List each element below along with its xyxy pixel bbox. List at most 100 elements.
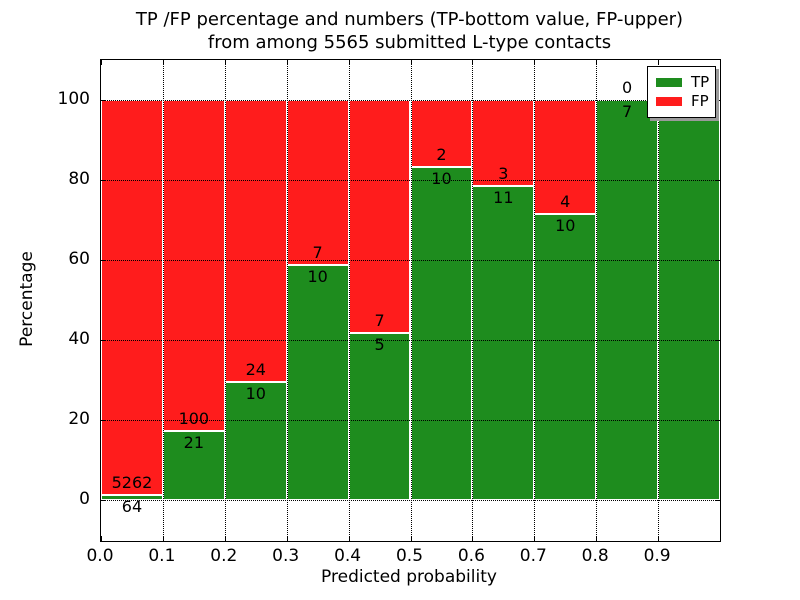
y-tick: [101, 420, 106, 421]
y-tick: [101, 100, 106, 101]
y-tick: [715, 180, 720, 181]
y-tick-label: 60: [68, 249, 90, 269]
x-tick-label: 0.8: [581, 546, 609, 566]
fp-bar-segment: [162, 100, 225, 431]
legend-label-tp: TP: [691, 73, 710, 91]
y-tick: [101, 180, 106, 181]
x-gridline: [410, 60, 412, 541]
chart-title: TP /FP percentage and numbers (TP-bottom…: [100, 8, 719, 54]
tp-bar-segment: [286, 264, 349, 500]
y-tick: [715, 420, 720, 421]
fp-count-label: 100: [178, 408, 210, 428]
x-tick: [162, 536, 164, 541]
fp-count-label: 24: [245, 360, 266, 380]
y-gridline: [101, 500, 720, 501]
legend-item-fp: FP: [656, 92, 709, 111]
fp-bar-segment: [534, 100, 597, 215]
y-tick: [101, 260, 106, 261]
fp-count-label: 2: [436, 144, 447, 164]
y-gridline: [101, 100, 720, 101]
y-gridline: [101, 420, 720, 421]
fp-count-label: 3: [498, 163, 509, 183]
tp-count-label: 64: [121, 497, 143, 517]
x-tick: [410, 60, 412, 65]
x-tick: [472, 60, 474, 65]
y-tick-label: 80: [68, 169, 90, 189]
tp-count-label: 11: [493, 187, 514, 207]
x-tick-label: 0.4: [334, 546, 362, 566]
y-tick-label: 20: [68, 409, 90, 429]
x-gridline: [162, 60, 164, 541]
x-tick: [596, 60, 598, 65]
x-tick-label: 0.5: [395, 546, 424, 566]
y-gridline: [101, 180, 720, 181]
chart-title-line1: TP /FP percentage and numbers (TP-bottom…: [135, 9, 684, 30]
x-tick: [658, 536, 660, 541]
tp-bar-segment: [348, 333, 411, 500]
x-tick-label: 0.0: [86, 546, 114, 566]
x-axis-label: Predicted probability: [321, 567, 497, 587]
legend-label-fp: FP: [691, 92, 709, 110]
x-gridline: [472, 60, 474, 541]
y-tick: [715, 260, 720, 261]
x-tick-label: 0.6: [457, 546, 485, 566]
x-tick: [101, 60, 102, 65]
legend-item-tp: TP: [656, 73, 710, 92]
fp-bar-segment: [286, 100, 349, 265]
tp-bar-segment: [410, 166, 473, 500]
tp-bar-segment: [101, 495, 163, 500]
legend: TP FP: [647, 66, 716, 118]
fp-bar-segment: [410, 100, 473, 167]
x-tick: [534, 536, 536, 541]
tp-bar-segment: [534, 214, 597, 500]
tp-bar-segment: [472, 185, 535, 500]
x-gridline: [534, 60, 536, 541]
x-tick: [162, 60, 164, 65]
fp-count-label: 7: [312, 242, 323, 262]
y-tick: [101, 500, 106, 501]
y-axis-label: Percentage: [17, 251, 37, 347]
tp-count-label: 21: [183, 432, 205, 452]
y-tick: [715, 500, 720, 501]
x-tick: [348, 60, 350, 65]
x-tick-label: 0.9: [643, 546, 671, 566]
y-tick-label: 40: [68, 329, 90, 349]
fp-count-label: 4: [560, 192, 571, 212]
y-tick: [715, 340, 720, 341]
tp-count-label: 7: [622, 102, 633, 121]
x-tick-label: 0.7: [519, 546, 547, 566]
x-tick: [596, 536, 598, 541]
y-tick-label: 0: [79, 489, 90, 509]
x-tick: [101, 536, 102, 541]
x-tick: [658, 60, 660, 65]
y-gridline: [101, 340, 720, 341]
tp-bar-segment: [162, 430, 225, 500]
tp-count-label: 10: [245, 384, 266, 404]
legend-swatch-tp: [656, 78, 682, 87]
tp-count-label: 5: [374, 335, 385, 355]
x-tick: [472, 536, 474, 541]
y-gridline: [101, 260, 720, 261]
x-tick: [224, 60, 226, 65]
x-tick-label: 0.3: [272, 546, 300, 566]
fp-bar-segment: [224, 100, 287, 383]
y-tick: [715, 100, 720, 101]
fp-count-label: 0: [622, 78, 633, 97]
x-tick: [348, 536, 350, 541]
x-tick: [286, 536, 288, 541]
y-tick-label: 100: [57, 89, 90, 109]
x-tick: [410, 536, 412, 541]
legend-swatch-fp: [656, 97, 682, 106]
x-gridline: [596, 60, 598, 541]
x-tick: [286, 60, 288, 65]
x-tick-label: 0.2: [210, 546, 238, 566]
tp-count-label: 10: [555, 216, 576, 236]
fp-count-label: 7: [374, 311, 385, 331]
x-gridline: [348, 60, 350, 541]
tp-bar-segment: [596, 100, 659, 500]
x-gridline: [658, 60, 660, 541]
fp-count-label: 5262: [111, 473, 153, 493]
x-gridline: [224, 60, 226, 541]
